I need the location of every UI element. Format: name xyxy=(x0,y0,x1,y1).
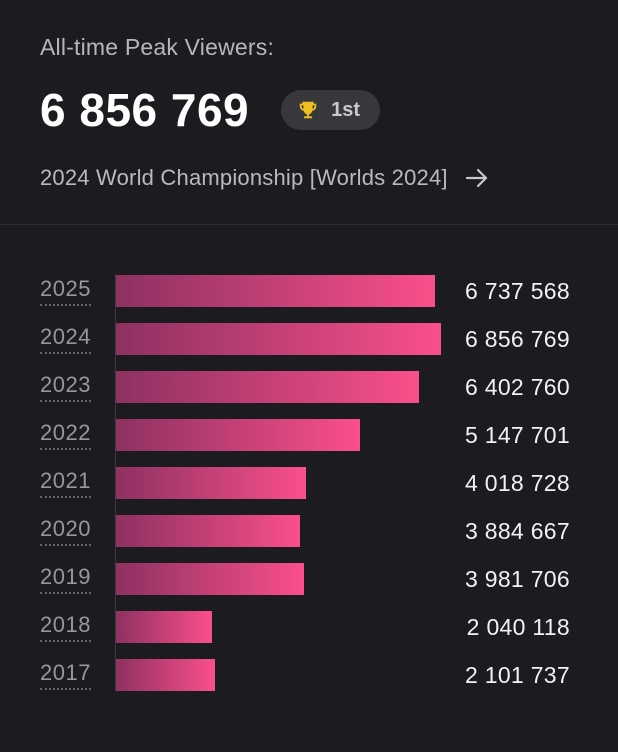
chart-row: 2019 3 981 706 xyxy=(40,555,570,603)
peak-viewers-panel: All-time Peak Viewers: 6 856 769 1st 202… xyxy=(0,0,618,191)
bar xyxy=(115,563,305,595)
bar-value: 5 147 701 xyxy=(464,421,570,448)
bar-value: 3 981 706 xyxy=(464,565,570,592)
bar-track xyxy=(115,611,441,643)
rank-badge: 1st xyxy=(281,90,381,130)
year-link[interactable]: 2021 xyxy=(40,468,91,498)
bar-track xyxy=(115,563,441,595)
bar-value: 2 101 737 xyxy=(464,661,570,688)
bar-value: 3 884 667 xyxy=(464,517,570,544)
year-link[interactable]: 2019 xyxy=(40,564,91,594)
y-axis-line xyxy=(115,274,116,691)
bar-track xyxy=(115,323,441,355)
bar xyxy=(115,419,360,451)
year-link[interactable]: 2020 xyxy=(40,516,91,546)
bar-track xyxy=(115,419,441,451)
panel-title: All-time Peak Viewers: xyxy=(40,34,275,60)
chart-row: 2024 6 856 769 xyxy=(40,315,570,363)
chart-row: 2020 3 884 667 xyxy=(40,507,570,555)
bar-track xyxy=(115,659,441,691)
bar-track xyxy=(115,371,441,403)
peak-viewers-value: 6 856 769 xyxy=(40,84,250,136)
bar-track xyxy=(115,515,441,547)
year-link[interactable]: 2018 xyxy=(40,612,91,642)
chart-row: 2022 5 147 701 xyxy=(40,411,570,459)
trophy-icon xyxy=(297,99,319,121)
year-link[interactable]: 2017 xyxy=(40,660,91,690)
year-link[interactable]: 2024 xyxy=(40,324,91,354)
bar-value: 4 018 728 xyxy=(464,469,570,496)
bar xyxy=(115,371,420,403)
section-divider xyxy=(0,224,618,225)
tournament-link[interactable]: 2024 World Championship [Worlds 2024] xyxy=(40,165,490,191)
arrow-right-icon xyxy=(464,167,490,189)
bar-value: 2 040 118 xyxy=(466,613,570,640)
bar-track xyxy=(115,467,441,499)
tournament-name: 2024 World Championship [Worlds 2024] xyxy=(40,165,448,190)
bar-value: 6 402 760 xyxy=(464,373,570,400)
peak-viewers-chart: 2025 6 737 568 2024 6 856 769 2023 6 402… xyxy=(0,225,618,699)
chart-row: 2021 4 018 728 xyxy=(40,459,570,507)
bar-track xyxy=(115,275,441,307)
bar xyxy=(115,467,307,499)
bar xyxy=(115,659,215,691)
bar-value: 6 856 769 xyxy=(464,325,570,352)
bar xyxy=(115,611,212,643)
chart-row: 2023 6 402 760 xyxy=(40,363,570,411)
bar-value: 6 737 568 xyxy=(464,277,570,304)
year-link[interactable]: 2022 xyxy=(40,420,91,450)
year-link[interactable]: 2025 xyxy=(40,276,91,306)
rank-label: 1st xyxy=(331,98,361,121)
chart-row: 2017 2 101 737 xyxy=(40,651,570,699)
year-link[interactable]: 2023 xyxy=(40,372,91,402)
bar xyxy=(115,323,441,355)
bar xyxy=(115,515,300,547)
bar xyxy=(115,275,436,307)
chart-row: 2025 6 737 568 xyxy=(40,267,570,315)
chart-rows: 2025 6 737 568 2024 6 856 769 2023 6 402… xyxy=(40,267,570,699)
chart-row: 2018 2 040 118 xyxy=(40,603,570,651)
